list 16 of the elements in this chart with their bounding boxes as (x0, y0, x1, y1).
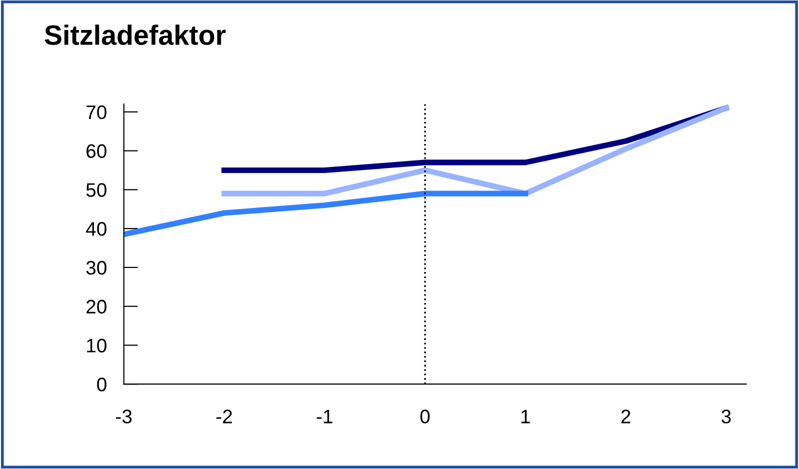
x-tick-label: -3 (116, 410, 132, 424)
y-tick-label: 20 (86, 300, 106, 314)
x-tick-label: 1 (521, 410, 530, 424)
y-tick-label: 10 (87, 338, 106, 352)
y-tick-label: 40 (86, 222, 106, 236)
y-tick-label: 70 (86, 105, 106, 120)
y-tick-label: 50 (86, 183, 106, 197)
x-tick-label: 2 (621, 410, 630, 424)
x-tick-label: 3 (722, 410, 731, 424)
x-tick-label: 0 (420, 410, 430, 424)
chart-title: Sitzladefaktor (44, 24, 226, 45)
y-tick-label: 30 (86, 260, 106, 275)
x-tick-label: -1 (316, 410, 332, 424)
y-tick-label: 60 (86, 144, 106, 158)
x-tick-label: -2 (216, 410, 232, 424)
y-tick-label: 0 (97, 378, 106, 392)
